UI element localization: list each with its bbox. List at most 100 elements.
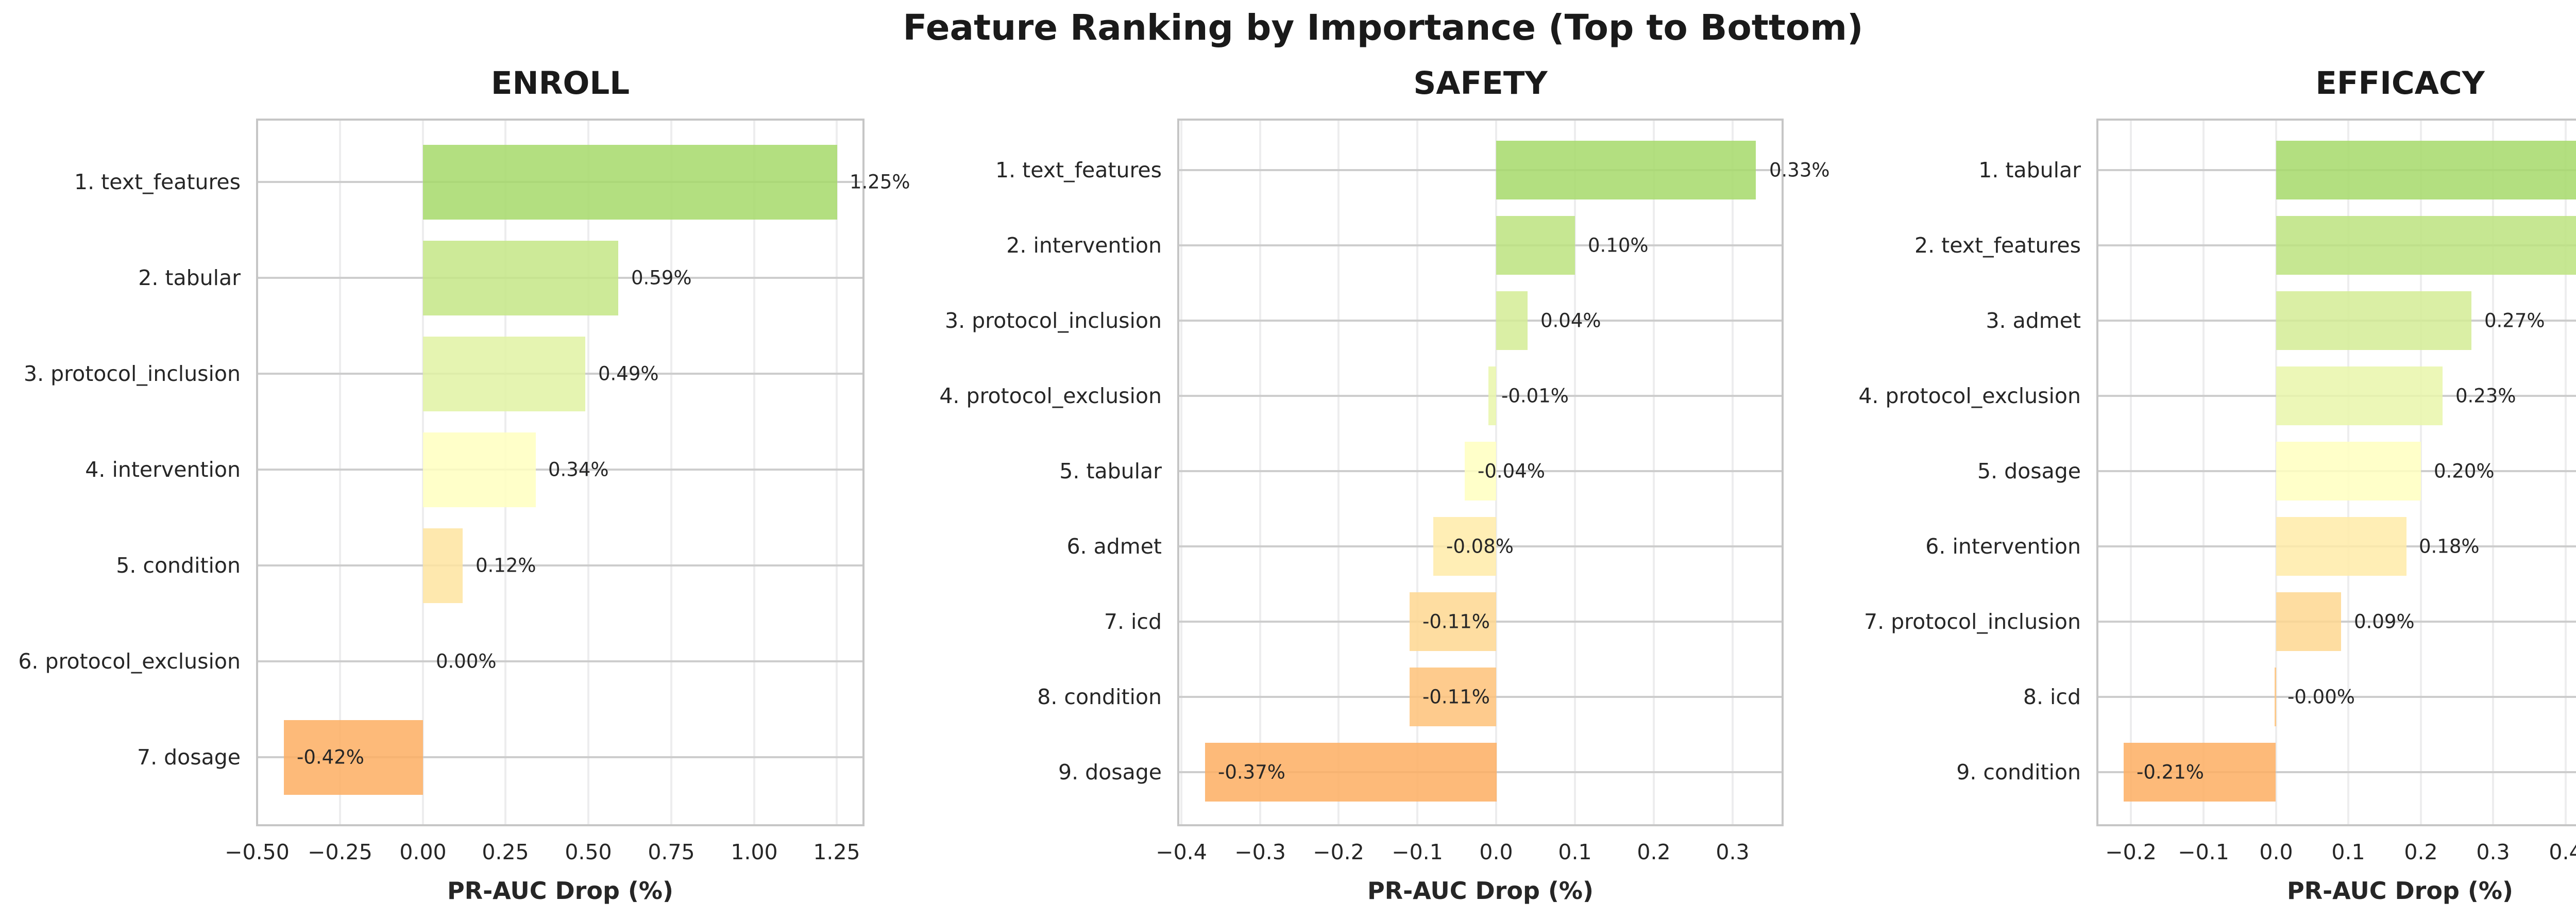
x-gridline	[670, 119, 672, 826]
x-tick-label: −0.1	[2178, 840, 2229, 864]
bar-value-label: -0.42%	[297, 746, 364, 769]
x-tick-label: 0.3	[2476, 840, 2510, 864]
bar-value-label: 0.59%	[631, 266, 692, 289]
bar-value-label: -0.04%	[1478, 460, 1545, 482]
y-tick-label: 2. text_features	[1914, 233, 2081, 258]
y-gridline	[256, 756, 865, 758]
figure-title: Feature Ranking by Importance (Top to Bo…	[903, 7, 1863, 48]
y-tick-label: 5. tabular	[1059, 459, 1162, 483]
y-gridline	[256, 564, 865, 566]
bar-value-label: 0.34%	[548, 458, 609, 481]
x-tick-label: −0.2	[1313, 840, 1364, 864]
bar-value-label: -0.37%	[1218, 761, 1285, 783]
bar-value-label: -0.11%	[1422, 610, 1490, 633]
y-gridline	[2096, 771, 2576, 773]
y-gridline	[2096, 696, 2576, 698]
x-gridline	[339, 119, 341, 826]
x-tick-label: 0.0	[1479, 840, 1513, 864]
x-gridline	[1732, 119, 1734, 826]
y-tick-label: 6. protocol_exclusion	[18, 649, 241, 674]
y-tick-label: 9. dosage	[1058, 760, 1162, 785]
x-gridline	[2565, 119, 2567, 826]
plot-area-enroll	[256, 119, 865, 826]
x-axis-label-efficacy: PR-AUC Drop (%)	[2286, 877, 2514, 905]
bar	[1496, 291, 1528, 350]
x-tick-label: −0.1	[1392, 840, 1443, 864]
x-tick-label: −0.50	[225, 840, 290, 864]
bar	[2276, 517, 2406, 576]
x-gridline	[753, 119, 755, 826]
y-gridline	[1177, 169, 1784, 171]
bar	[1496, 216, 1575, 275]
bar-value-label: -0.11%	[1422, 686, 1490, 708]
y-tick-label: 3. protocol_inclusion	[23, 361, 241, 386]
bar-value-label: -0.08%	[1446, 535, 1514, 558]
x-tick-label: −0.2	[2105, 840, 2157, 864]
y-tick-label: 7. dosage	[137, 745, 241, 770]
x-gridline	[836, 119, 838, 826]
y-tick-label: 2. tabular	[138, 265, 241, 290]
y-tick-label: 1. text_features	[74, 170, 241, 194]
bar-value-label: -0.01%	[1501, 385, 1569, 407]
x-tick-label: 0.1	[2331, 840, 2365, 864]
bar	[2276, 216, 2576, 275]
x-gridline	[587, 119, 589, 826]
x-tick-label: −0.25	[308, 840, 372, 864]
bar-value-label: 0.23%	[2455, 385, 2516, 407]
y-tick-label: 6. admet	[1066, 534, 1162, 559]
x-tick-label: −0.4	[1156, 840, 1207, 864]
x-gridline	[2420, 119, 2422, 826]
y-tick-label: 4. intervention	[85, 457, 241, 482]
y-tick-label: 1. tabular	[1978, 158, 2081, 182]
bar	[423, 432, 536, 507]
x-gridline	[2202, 119, 2205, 826]
bar-value-label: 0.49%	[598, 362, 659, 385]
y-gridline	[1177, 244, 1784, 246]
bar	[2276, 141, 2576, 199]
y-tick-label: 4. protocol_exclusion	[939, 384, 1162, 408]
bar	[423, 145, 837, 220]
x-gridline	[1180, 119, 1182, 826]
bar	[1488, 366, 1496, 425]
bar	[2276, 366, 2443, 425]
bar	[1496, 141, 1756, 199]
y-gridline	[256, 469, 865, 471]
y-tick-label: 6. intervention	[1925, 534, 2081, 559]
bar	[423, 528, 463, 603]
y-tick-label: 5. dosage	[1977, 459, 2081, 483]
x-tick-label: 0.3	[1716, 840, 1750, 864]
y-tick-label: 9. condition	[1956, 760, 2081, 785]
y-tick-label: 1. text_features	[995, 158, 1162, 182]
y-gridline	[256, 660, 865, 662]
x-tick-label: 0.0	[2259, 840, 2293, 864]
x-axis-label-safety: PR-AUC Drop (%)	[1367, 877, 1594, 905]
bar	[423, 337, 585, 411]
panel-title-efficacy: EFFICACY	[2315, 65, 2485, 102]
bar	[2276, 592, 2341, 651]
bar	[2276, 442, 2421, 501]
y-tick-label: 8. condition	[1037, 685, 1162, 709]
panel-title-enroll: ENROLL	[490, 65, 630, 102]
bar-value-label: 0.20%	[2434, 460, 2495, 482]
bar	[1410, 592, 1496, 651]
bar-value-label: 0.18%	[2419, 535, 2480, 558]
x-tick-label: 0.2	[1637, 840, 1671, 864]
bar	[2275, 668, 2276, 726]
x-gridline	[1416, 119, 1418, 826]
y-tick-label: 2. intervention	[1006, 233, 1162, 258]
x-gridline	[2130, 119, 2132, 826]
x-axis-label-enroll: PR-AUC Drop (%)	[447, 877, 674, 905]
bar	[1205, 743, 1497, 802]
plot-area-efficacy	[2096, 119, 2576, 826]
bar	[2124, 743, 2276, 802]
x-gridline	[1574, 119, 1576, 826]
x-gridline	[1259, 119, 1261, 826]
y-tick-label: 7. protocol_inclusion	[1863, 609, 2081, 634]
bar-value-label: 0.10%	[1588, 234, 1649, 257]
x-gridline	[1495, 119, 1497, 826]
x-tick-label: 0.50	[565, 840, 612, 864]
x-gridline	[1653, 119, 1655, 826]
panel-title-safety: SAFETY	[1413, 65, 1548, 102]
y-tick-label: 8. icd	[2023, 685, 2081, 709]
